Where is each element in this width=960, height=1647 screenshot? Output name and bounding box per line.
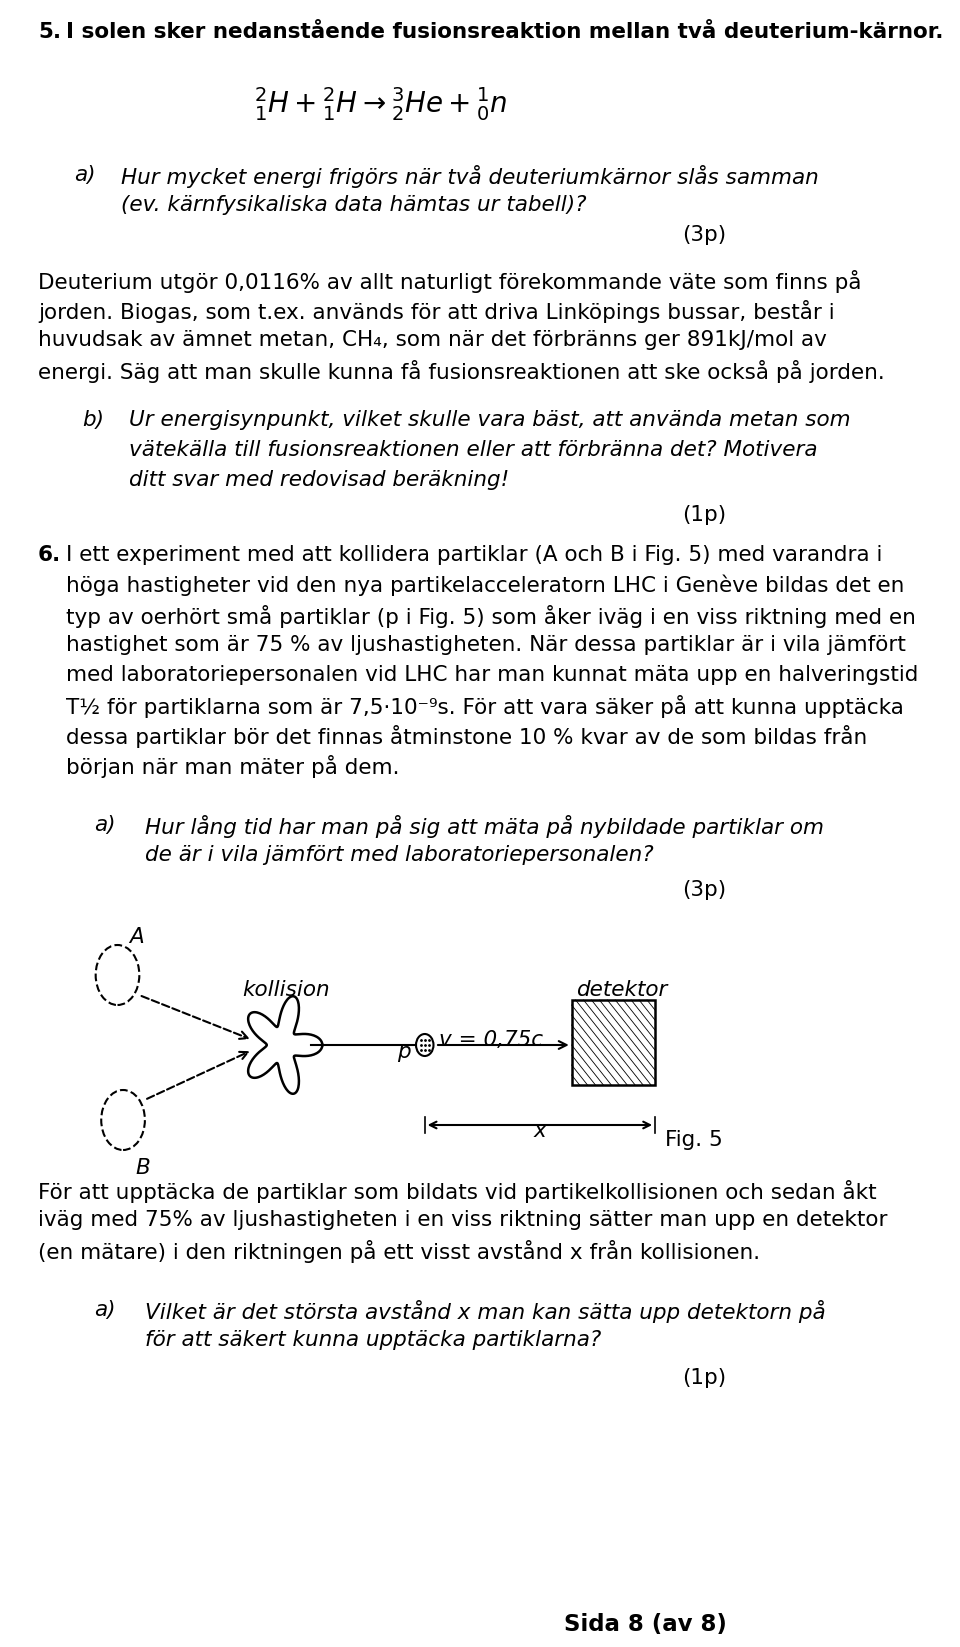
Text: Sida 8 (av 8): Sida 8 (av 8) (564, 1612, 727, 1635)
Text: T½ för partiklarna som är 7,5·10⁻⁹s. För att vara säker på att kunna upptäcka: T½ för partiklarna som är 7,5·10⁻⁹s. För… (66, 695, 903, 718)
Text: p: p (396, 1043, 411, 1062)
Text: b): b) (82, 410, 104, 430)
Text: huvudsak av ämnet metan, CH₄, som när det förbränns ger 891kJ/mol av: huvudsak av ämnet metan, CH₄, som när de… (38, 329, 827, 351)
Text: a): a) (94, 815, 115, 835)
Text: Hur mycket energi frigörs när två deuteriumkärnor slås samman: Hur mycket energi frigörs när två deuter… (122, 165, 819, 188)
Text: (1p): (1p) (683, 506, 727, 525)
Text: för att säkert kunna upptäcka partiklarna?: för att säkert kunna upptäcka partiklarn… (145, 1331, 602, 1351)
Text: $\mathit{^2_1H + {^2_1H} \rightarrow {^3_2He} + {^1_0n}}$: $\mathit{^2_1H + {^2_1H} \rightarrow {^3… (254, 86, 508, 124)
Text: (en mätare) i den riktningen på ett visst avstånd x från kollisionen.: (en mätare) i den riktningen på ett viss… (38, 1240, 760, 1263)
Text: ditt svar med redovisad beräkning!: ditt svar med redovisad beräkning! (130, 469, 510, 491)
Text: A: A (130, 927, 144, 947)
Text: dessa partiklar bör det finnas åtminstone 10 % kvar av de som bildas från: dessa partiklar bör det finnas åtminston… (66, 725, 867, 748)
Text: 5.: 5. (38, 21, 61, 43)
Text: Ur energisynpunkt, vilket skulle vara bäst, att använda metan som: Ur energisynpunkt, vilket skulle vara bä… (130, 410, 851, 430)
Text: (1p): (1p) (683, 1369, 727, 1388)
Text: v = 0,75c: v = 0,75c (439, 1029, 543, 1051)
Text: jorden. Biogas, som t.ex. används för att driva Linköpings bussar, består i: jorden. Biogas, som t.ex. används för at… (38, 300, 835, 323)
Text: hastighet som är 75 % av ljushastigheten. När dessa partiklar är i vila jämfört: hastighet som är 75 % av ljushastigheten… (66, 636, 906, 656)
Text: a): a) (94, 1299, 115, 1319)
Text: (ev. kärnfysikaliska data hämtas ur tabell)?: (ev. kärnfysikaliska data hämtas ur tabe… (122, 194, 587, 216)
Text: höga hastigheter vid den nya partikelacceleratorn LHC i Genève bildas det en: höga hastigheter vid den nya partikelacc… (66, 575, 904, 596)
Text: x: x (534, 1122, 546, 1141)
Text: de är i vila jämfört med laboratoriepersonalen?: de är i vila jämfört med laboratoriepers… (145, 845, 654, 865)
Text: a): a) (74, 165, 95, 184)
Text: kollision: kollision (242, 980, 329, 1000)
Text: början när man mäter på dem.: början när man mäter på dem. (66, 754, 399, 777)
Text: (3p): (3p) (683, 226, 727, 245)
Text: Vilket är det största avstånd x man kan sätta upp detektorn på: Vilket är det största avstånd x man kan … (145, 1299, 826, 1323)
Text: 6.: 6. (38, 545, 61, 565)
Text: Deuterium utgör 0,0116% av allt naturligt förekommande väte som finns på: Deuterium utgör 0,0116% av allt naturlig… (38, 270, 862, 293)
Text: iväg med 75% av ljushastigheten i en viss riktning sätter man upp en detektor: iväg med 75% av ljushastigheten i en vis… (38, 1211, 888, 1230)
Text: (3p): (3p) (683, 879, 727, 899)
Text: energi. Säg att man skulle kunna få fusionsreaktionen att ske också på jorden.: energi. Säg att man skulle kunna få fusi… (38, 361, 885, 384)
Text: I solen sker nedanstående fusionsreaktion mellan två deuterium-kärnor.: I solen sker nedanstående fusionsreaktio… (66, 21, 944, 43)
Text: detektor: detektor (576, 980, 667, 1000)
Text: I ett experiment med att kollidera partiklar (A och B i Fig. 5) med varandra i: I ett experiment med att kollidera parti… (66, 545, 882, 565)
Text: med laboratoriepersonalen vid LHC har man kunnat mäta upp en halveringstid: med laboratoriepersonalen vid LHC har ma… (66, 665, 919, 685)
Bar (571, 1000, 655, 1085)
Circle shape (416, 1034, 434, 1056)
Text: För att upptäcka de partiklar som bildats vid partikelkollisionen och sedan åkt: För att upptäcka de partiklar som bildat… (38, 1179, 876, 1202)
Text: Hur lång tid har man på sig att mäta på nybildade partiklar om: Hur lång tid har man på sig att mäta på … (145, 815, 825, 838)
Text: B: B (135, 1158, 150, 1178)
Text: typ av oerhört små partiklar (p i Fig. 5) som åker iväg i en viss riktning med e: typ av oerhört små partiklar (p i Fig. 5… (66, 604, 916, 628)
Text: vätekälla till fusionsreaktionen eller att förbränna det? Motivera: vätekälla till fusionsreaktionen eller a… (130, 440, 818, 460)
Text: Fig. 5: Fig. 5 (664, 1130, 722, 1150)
